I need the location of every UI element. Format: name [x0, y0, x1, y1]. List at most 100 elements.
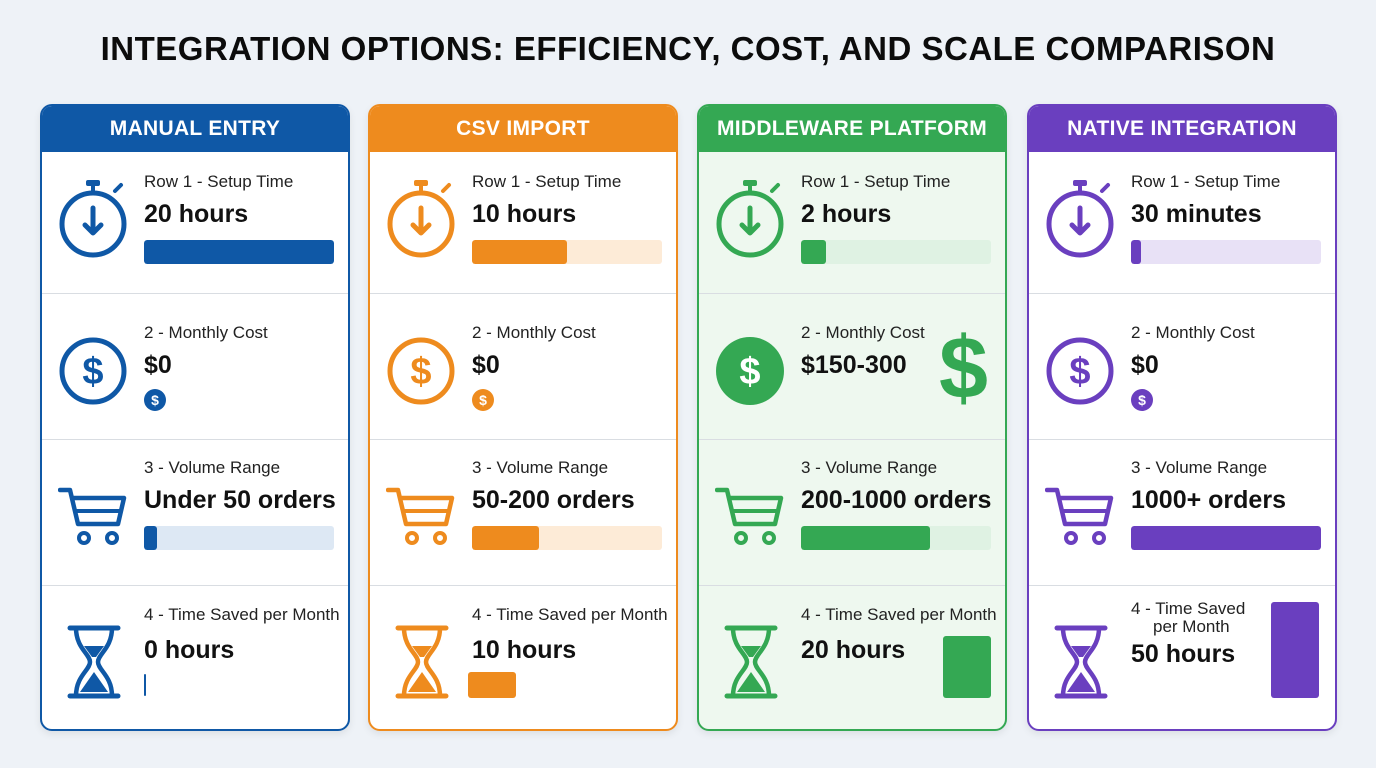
dollar-icon: $ [715, 336, 785, 406]
setup-time-bar-fill [801, 240, 826, 264]
svg-text:$: $ [739, 351, 760, 393]
column-title: NATIVE INTEGRATION [1067, 117, 1297, 140]
row-label: 3 - Volume Range [472, 458, 609, 477]
dollar-icon: $ [386, 336, 456, 406]
setup-time-bar-fill [472, 240, 567, 264]
row-setup-time: Row 1 - Setup Time 20 hours [42, 152, 348, 294]
volume-range-bar-fill [472, 526, 539, 550]
setup-time-bar [144, 240, 334, 264]
stopwatch-icon [1043, 178, 1117, 260]
column-title: MIDDLEWARE PLATFORM [716, 117, 988, 140]
coin-icon: $ [144, 389, 166, 411]
column-manual-entry: MANUAL ENTRY Row 1 - Setup Time 20 hours… [40, 104, 350, 731]
cart-icon [1045, 484, 1115, 548]
coin-icon: $ [472, 389, 494, 411]
row-label: 3 - Volume Range [801, 458, 938, 477]
page-title: INTEGRATION OPTIONS: EFFICIENCY, COST, A… [100, 30, 1276, 67]
setup-time-value: 30 minutes [1131, 200, 1262, 228]
row-volume-range: 3 - Volume Range 200-1000 orders [699, 440, 1005, 586]
volume-range-value: 50-200 orders [472, 486, 635, 514]
time-saved-value: 50 hours [1131, 640, 1236, 668]
row-monthly-cost: $ 2 - Monthly Cost $150-300 $ [699, 294, 1005, 440]
row-time-saved: 4 - Time Saved per Month 10 hours [370, 586, 676, 729]
row-monthly-cost: $ 2 - Monthly Cost $0 $ [42, 294, 348, 440]
time-saved-bar [943, 636, 991, 698]
setup-time-value: 20 hours [144, 200, 249, 228]
row-label: 4 - Time Saved per Month [801, 605, 997, 624]
volume-range-bar [1131, 526, 1321, 550]
stopwatch-icon [56, 178, 130, 260]
row-volume-range: 3 - Volume Range 50-200 orders [370, 440, 676, 586]
monthly-cost-value: $0 [472, 351, 500, 379]
volume-range-bar-fill [144, 526, 158, 550]
row-setup-time: Row 1 - Setup Time 2 hours [699, 152, 1005, 294]
monthly-cost-value: $0 [1131, 351, 1159, 379]
column-header: CSV IMPORT [370, 106, 676, 152]
svg-text:$: $ [1069, 351, 1090, 393]
volume-range-value: 200-1000 orders [801, 486, 992, 514]
hourglass-icon [1053, 624, 1109, 700]
monthly-cost-value: $0 [144, 351, 172, 379]
setup-time-value: 2 hours [801, 200, 892, 228]
row-time-saved: 4 - Time Saved per Month 0 hours [42, 586, 348, 729]
stopwatch-icon [713, 178, 787, 260]
large-dollar-icon: $ [939, 318, 988, 417]
column-title: MANUAL ENTRY [109, 117, 281, 140]
row-monthly-cost: $ 2 - Monthly Cost $0 $ [1029, 294, 1335, 440]
row-label: 4 - Time Saved [1131, 599, 1246, 618]
time-saved-bar [144, 674, 146, 696]
cart-icon [386, 484, 456, 548]
time-saved-bar [468, 672, 516, 698]
column-middleware-platform: MIDDLEWARE PLATFORM Row 1 - Setup Time 2… [697, 104, 1007, 731]
row-label: 4 - Time Saved per Month [472, 605, 668, 624]
stopwatch-icon [384, 178, 458, 260]
column-title: CSV IMPORT [456, 117, 590, 140]
row-label: 2 - Monthly Cost [472, 323, 596, 342]
row-label: 2 - Monthly Cost [144, 323, 268, 342]
time-saved-value: 0 hours [144, 636, 235, 664]
hourglass-icon [723, 624, 779, 700]
row-time-saved: 4 - Time Saved per Month 50 hours [1029, 586, 1335, 729]
row-label-cont: per Month [1153, 617, 1230, 636]
volume-range-bar-fill [801, 526, 931, 550]
svg-text:$: $ [82, 351, 103, 393]
row-label: Row 1 - Setup Time [1131, 172, 1281, 191]
row-setup-time: Row 1 - Setup Time 30 minutes [1029, 152, 1335, 294]
setup-time-value: 10 hours [472, 200, 577, 228]
dollar-icon: $ [1045, 336, 1115, 406]
row-monthly-cost: $ 2 - Monthly Cost $0 $ [370, 294, 676, 440]
time-saved-value: 20 hours [801, 636, 906, 664]
dollar-icon: $ [58, 336, 128, 406]
column-native-integration: NATIVE INTEGRATION Row 1 - Setup Time 30… [1027, 104, 1337, 731]
coin-icon: $ [1131, 389, 1153, 411]
row-label: 4 - Time Saved per Month [144, 605, 340, 624]
row-volume-range: 3 - Volume Range Under 50 orders [42, 440, 348, 586]
volume-range-bar-fill [1131, 526, 1321, 550]
column-header: MANUAL ENTRY [42, 106, 348, 152]
row-label: Row 1 - Setup Time [801, 172, 951, 191]
volume-range-bar [144, 526, 334, 550]
time-saved-bar [1271, 602, 1319, 698]
column-csv-import: CSV IMPORT Row 1 - Setup Time 10 hours $… [368, 104, 678, 731]
svg-text:$: $ [410, 351, 431, 393]
row-label: 2 - Monthly Cost [1131, 323, 1255, 342]
row-label: 3 - Volume Range [1131, 458, 1268, 477]
row-volume-range: 3 - Volume Range 1000+ orders [1029, 440, 1335, 586]
row-label: 2 - Monthly Cost [801, 323, 925, 342]
column-header: MIDDLEWARE PLATFORM [699, 106, 1005, 152]
volume-range-bar [801, 526, 991, 550]
volume-range-bar [472, 526, 662, 550]
hourglass-icon [66, 624, 122, 700]
volume-range-value: 1000+ orders [1131, 486, 1286, 514]
time-saved-value: 10 hours [472, 636, 577, 664]
row-label: Row 1 - Setup Time [144, 172, 294, 191]
setup-time-bar-fill [1131, 240, 1141, 264]
row-setup-time: Row 1 - Setup Time 10 hours [370, 152, 676, 294]
cart-icon [715, 484, 785, 548]
column-header: NATIVE INTEGRATION [1029, 106, 1335, 152]
setup-time-bar [1131, 240, 1321, 264]
cart-icon [58, 484, 128, 548]
row-label: Row 1 - Setup Time [472, 172, 622, 191]
row-label: 3 - Volume Range [144, 458, 281, 477]
monthly-cost-value: $150-300 [801, 351, 907, 379]
